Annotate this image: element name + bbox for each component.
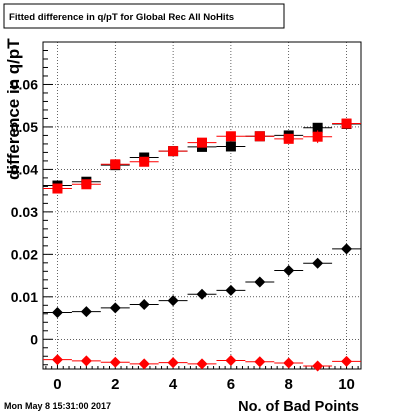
- data-point-square: [254, 131, 265, 142]
- data-point-diamond: [109, 356, 121, 368]
- plot-frame: [42, 41, 362, 370]
- data-point-diamond: [167, 357, 179, 369]
- data-point-diamond: [225, 355, 237, 367]
- data-point-diamond: [283, 357, 295, 369]
- y-tick-label: 0.04: [11, 161, 38, 177]
- y-tick-label: 0.03: [11, 204, 38, 220]
- data-point-diamond: [109, 302, 121, 314]
- data-point-diamond: [225, 284, 237, 296]
- data-point-diamond: [138, 358, 150, 370]
- data-point-diamond: [80, 355, 92, 367]
- data-point-diamond: [80, 306, 92, 318]
- x-tick-label: 6: [227, 376, 235, 393]
- data-point-square: [168, 146, 179, 157]
- y-tick-label: 0.02: [11, 246, 38, 262]
- data-point-square: [312, 122, 323, 133]
- data-point-diamond: [138, 298, 150, 310]
- data-point-diamond: [196, 358, 208, 370]
- data-point-diamond: [341, 355, 353, 367]
- series-2: [43, 243, 361, 319]
- x-tick-label: 10: [338, 376, 355, 393]
- x-tick-label: 8: [285, 376, 293, 393]
- x-tick-label: 4: [169, 376, 178, 393]
- data-point-square: [197, 137, 207, 148]
- title-box: Fitted difference in q/pT for Global Rec…: [3, 3, 285, 29]
- y-tick-label: 0.06: [11, 76, 38, 92]
- series-3: [43, 354, 361, 372]
- data-point-diamond: [167, 295, 179, 307]
- data-point-diamond: [283, 264, 295, 276]
- y-tick-label: 0.01: [11, 289, 38, 305]
- data-point-square: [225, 131, 236, 142]
- data-point-square: [110, 159, 121, 170]
- y-axis-label: difference in q/pT: [4, 38, 23, 180]
- x-tick-label: 0: [53, 376, 61, 393]
- data-point-diamond: [254, 276, 266, 288]
- data-point-square: [225, 141, 236, 152]
- data-point-diamond: [51, 307, 63, 319]
- x-axis-label: No. of Bad Points: [238, 399, 359, 414]
- data-series: [43, 118, 361, 372]
- data-point-diamond: [341, 243, 353, 255]
- data-point-square: [81, 179, 92, 190]
- chart-title: Fitted difference in q/pT for Global Rec…: [9, 12, 234, 23]
- data-point-square: [139, 156, 150, 167]
- grid: [43, 42, 361, 369]
- data-point-diamond: [312, 257, 324, 269]
- timestamp: Mon May 8 15:31:00 2017: [4, 401, 111, 411]
- data-point-diamond: [312, 360, 324, 372]
- tick-labels: 0 2 4 6 8 10 0 0.01 0.02 0.03 0.04 0.05 0.06: [11, 76, 355, 393]
- data-point-square: [341, 118, 352, 129]
- y-tick-label: 0: [30, 331, 38, 347]
- series-1: [43, 118, 361, 194]
- data-point-diamond: [196, 288, 208, 300]
- data-point-diamond: [254, 356, 266, 368]
- data-point-diamond: [51, 354, 63, 366]
- data-point-square: [283, 133, 294, 144]
- y-tick-label: 0.05: [11, 119, 38, 135]
- data-point-square: [52, 183, 63, 194]
- x-tick-label: 2: [111, 376, 119, 393]
- data-point-square: [312, 131, 323, 142]
